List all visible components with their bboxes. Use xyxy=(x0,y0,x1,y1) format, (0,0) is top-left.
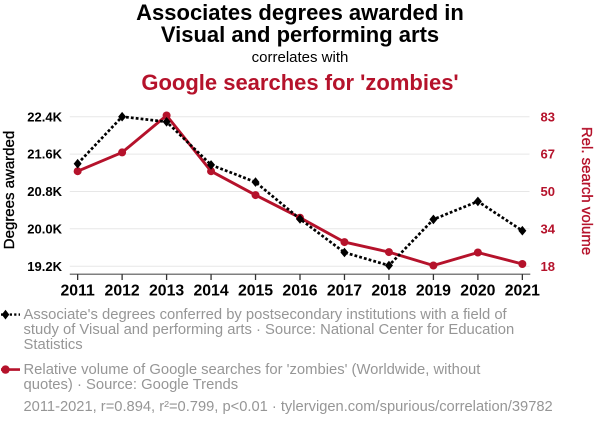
svg-text:18: 18 xyxy=(541,259,555,274)
svg-text:2016: 2016 xyxy=(282,283,317,300)
svg-text:Rel. search volume: Rel. search volume xyxy=(578,127,595,255)
svg-text:20.0K: 20.0K xyxy=(27,221,62,236)
svg-text:50: 50 xyxy=(541,184,555,199)
svg-text:20.8K: 20.8K xyxy=(27,184,62,199)
svg-text:2013: 2013 xyxy=(149,283,184,300)
svg-text:2015: 2015 xyxy=(238,283,273,300)
svg-text:22.4K: 22.4K xyxy=(27,109,62,124)
svg-text:2018: 2018 xyxy=(371,283,406,300)
svg-text:67: 67 xyxy=(541,147,555,162)
svg-text:21.6K: 21.6K xyxy=(27,147,62,162)
svg-text:83: 83 xyxy=(541,109,555,124)
svg-text:2012: 2012 xyxy=(105,283,140,300)
svg-text:2019: 2019 xyxy=(416,283,451,300)
svg-text:2011: 2011 xyxy=(61,283,95,300)
svg-text:2020: 2020 xyxy=(460,283,495,300)
svg-text:19.2K: 19.2K xyxy=(27,259,62,274)
svg-text:34: 34 xyxy=(541,221,556,236)
svg-text:2021: 2021 xyxy=(505,283,540,300)
svg-text:2014: 2014 xyxy=(193,283,228,300)
svg-text:2017: 2017 xyxy=(327,283,362,300)
svg-text:Degrees awarded: Degrees awarded xyxy=(1,131,18,249)
